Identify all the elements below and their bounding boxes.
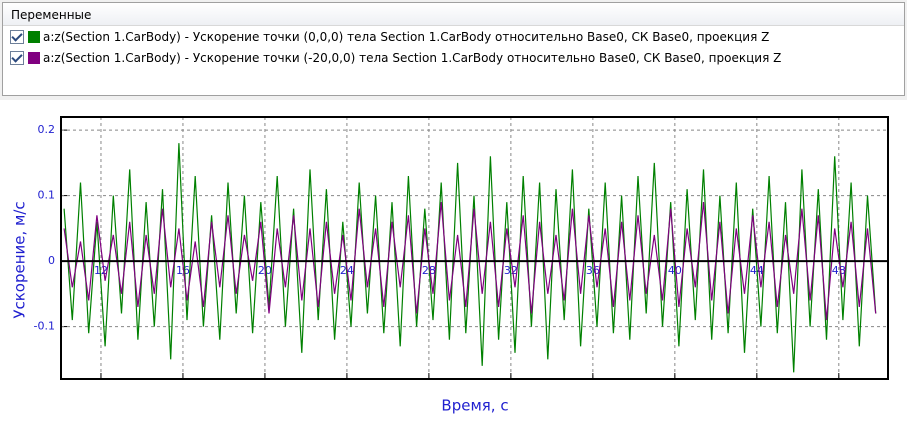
- y-tick-label: 0: [48, 254, 55, 267]
- legend-swatch: [28, 30, 40, 43]
- checkbox[interactable]: [10, 50, 24, 65]
- legend-row[interactable]: a:z(Section 1.CarBody) - Ускорение точки…: [3, 26, 904, 47]
- chart: Время, с Ускорение, м/с -0.100.10.212 16 2…: [0, 100, 907, 423]
- legend-label: a:z(Section 1.CarBody) - Ускорение точки…: [43, 29, 770, 44]
- y-tick-label: 0.2: [38, 123, 56, 136]
- plot-frame: [60, 116, 889, 380]
- y-axis-label: Ускорение, м/с: [11, 201, 29, 318]
- legend-row[interactable]: a:z(Section 1.CarBody) - Ускорение точки…: [3, 47, 904, 68]
- variables-panel: Переменные a:z(Section 1.CarBody) - Уско…: [2, 2, 905, 96]
- y-tick-label: 0.1: [38, 189, 56, 202]
- x-tick-label: 16: [176, 264, 190, 277]
- panel-title: Переменные: [3, 3, 904, 26]
- checkbox[interactable]: [10, 29, 24, 44]
- legend-swatch: [28, 51, 40, 64]
- x-tick-label: 48: [832, 264, 846, 277]
- legend-label: a:z(Section 1.CarBody) - Ускорение точки…: [43, 50, 782, 65]
- x-axis-label: Время, с: [441, 397, 508, 415]
- y-tick-label: -0.1: [34, 320, 55, 333]
